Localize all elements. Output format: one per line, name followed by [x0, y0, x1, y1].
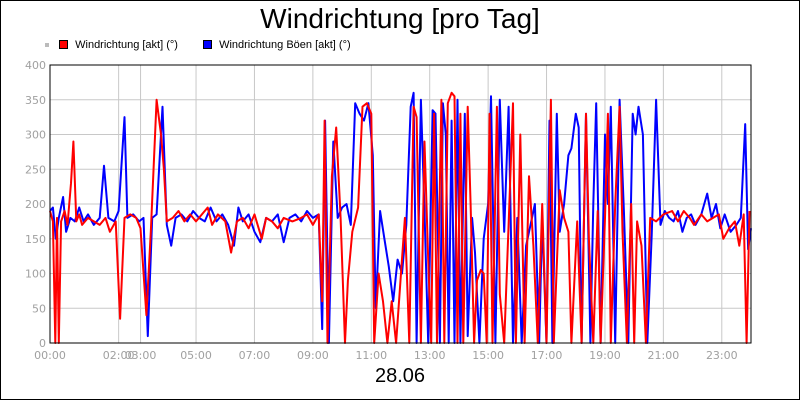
- legend-item-boeen: Windrichtung Böen [akt] (°): [203, 39, 351, 51]
- chart-title: Windrichtung [pro Tag]: [260, 3, 540, 34]
- x-tick-label: 02:00: [103, 349, 135, 362]
- x-tick-label: 03:00: [125, 349, 157, 362]
- y-tick-label: 50: [32, 302, 46, 315]
- x-tick-label: 17:00: [531, 349, 563, 362]
- x-tick-label: 19:00: [589, 349, 621, 362]
- legend-swatch-red: [59, 39, 69, 49]
- x-tick-label: 05:00: [180, 349, 212, 362]
- x-tick-label: 21:00: [648, 349, 680, 362]
- y-tick-label: 400: [25, 59, 46, 72]
- y-tick-label: 100: [25, 268, 46, 281]
- y-tick-label: 150: [25, 233, 46, 246]
- legend-item-windrichtung: Windrichtung [akt] (°): [59, 39, 178, 51]
- x-tick-label: 09:00: [297, 349, 329, 362]
- legend: Windrichtung [akt] (°) Windrichtung Böen…: [45, 39, 373, 53]
- y-tick-label: 250: [25, 163, 46, 176]
- x-tick-label: 07:00: [239, 349, 271, 362]
- x-tick-label: 23:00: [706, 349, 738, 362]
- series-line-boeen: [49, 91, 752, 344]
- legend-label-windrichtung: Windrichtung [akt] (°): [75, 39, 178, 51]
- series-lines: [49, 91, 752, 344]
- y-tick-label: 350: [25, 94, 46, 107]
- date-label: 28.06: [374, 365, 426, 387]
- x-tick-label: 00:00: [34, 349, 66, 362]
- legend-label-boeen: Windrichtung Böen [akt] (°): [219, 39, 351, 51]
- y-tick-label: 0: [39, 337, 46, 350]
- x-tick-label: 11:00: [355, 349, 387, 362]
- legend-marker-icon: [45, 43, 49, 48]
- y-tick-label: 300: [25, 129, 46, 142]
- plot-border: [49, 64, 752, 344]
- x-tick-label: 15:00: [472, 349, 504, 362]
- y-tick-label: 200: [25, 198, 46, 211]
- legend-swatch-blue: [203, 39, 213, 49]
- x-tick-label: 13:00: [414, 349, 446, 362]
